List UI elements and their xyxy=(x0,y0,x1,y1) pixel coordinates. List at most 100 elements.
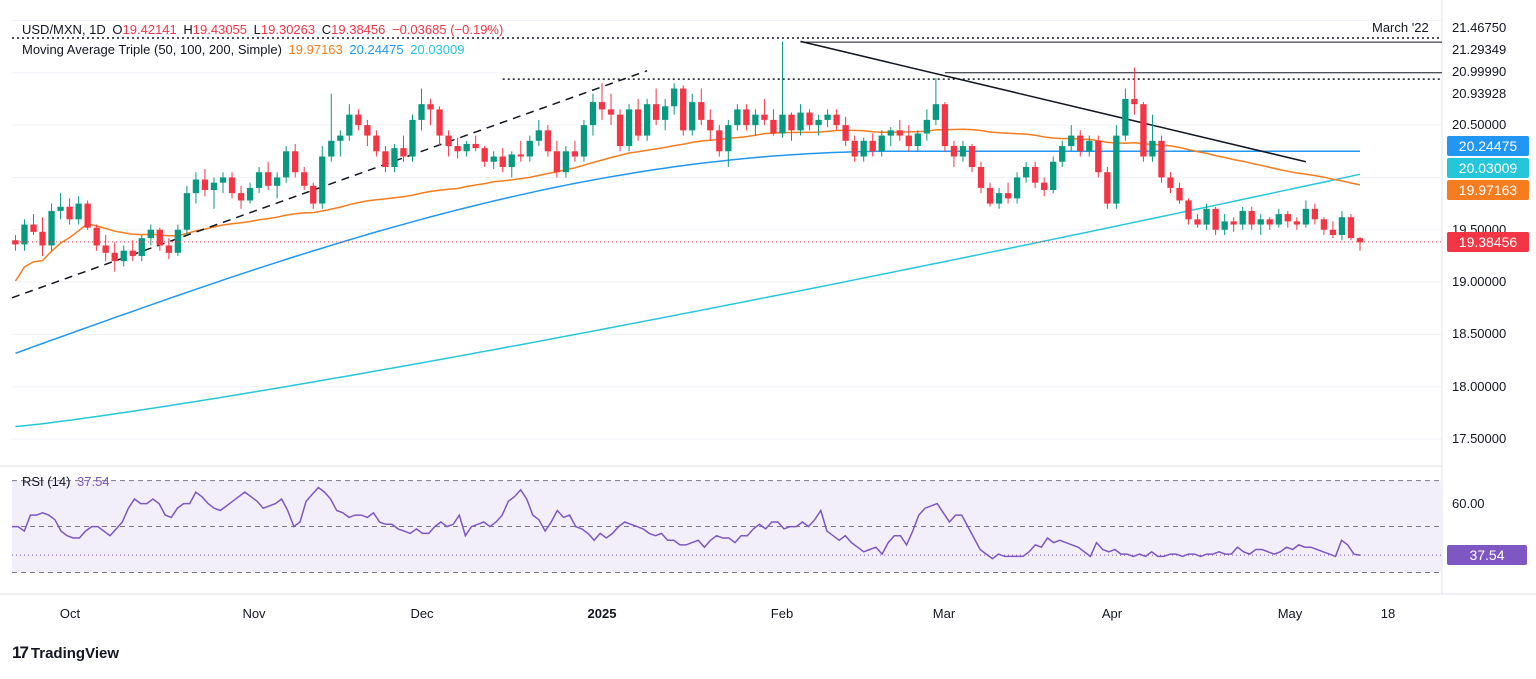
candle-body xyxy=(219,177,227,183)
candle-body xyxy=(580,125,588,157)
candle-body xyxy=(102,245,109,253)
candle-body xyxy=(454,146,461,152)
candle-body xyxy=(409,119,416,157)
candle-body xyxy=(1284,214,1291,222)
candle-body xyxy=(878,135,885,152)
candle-body xyxy=(788,114,795,131)
candle-body xyxy=(842,125,849,141)
candle-body xyxy=(165,245,173,253)
candle-body xyxy=(779,114,786,134)
candle-body xyxy=(1031,166,1039,183)
ohlc-legend: USD/MXN, 1D O19.42141 H19.43055 L19.3026… xyxy=(22,22,506,37)
brand-text: TradingView xyxy=(30,645,120,662)
candle-body xyxy=(1022,166,1030,178)
price-axis-label: 21.46750 xyxy=(1452,20,1507,35)
rsi-title[interactable]: RSI (14) xyxy=(22,474,71,489)
candle-body xyxy=(905,135,912,147)
time-axis-label: Oct xyxy=(59,606,81,621)
candle-body xyxy=(255,172,263,188)
candle-body xyxy=(156,229,163,246)
symbol-label[interactable]: USD/MXN, 1D xyxy=(22,22,106,37)
candle-body xyxy=(418,104,425,120)
candle-body xyxy=(1302,208,1310,225)
candle-body xyxy=(589,102,597,126)
candle-body xyxy=(147,229,154,239)
candle-body xyxy=(662,106,669,120)
candle-body xyxy=(553,151,561,173)
candle-body xyxy=(120,250,127,262)
time-axis-label: Mar xyxy=(932,606,956,621)
candle-body xyxy=(671,88,678,107)
candle-body xyxy=(391,148,398,167)
candle-body xyxy=(183,193,191,230)
candle-body xyxy=(562,151,570,173)
price-axis-label: 18.50000 xyxy=(1452,326,1507,342)
candle-body xyxy=(1194,219,1201,225)
rsi-axis-label: 60.00 xyxy=(1452,495,1485,511)
candle-body xyxy=(1122,98,1129,136)
price-axis-label: 19.00000 xyxy=(1452,274,1507,290)
candle-body xyxy=(725,125,732,152)
candle-body xyxy=(292,151,299,173)
candle-body xyxy=(273,177,281,186)
candle-body xyxy=(490,156,497,162)
candle-body xyxy=(1104,172,1111,204)
candle-body xyxy=(1293,221,1300,225)
candle-body xyxy=(941,104,949,147)
ma100-line xyxy=(15,150,1360,355)
time-axis-label: Apr xyxy=(1101,606,1123,621)
candle-body xyxy=(598,102,606,110)
candle-body xyxy=(932,104,940,120)
time-axis-label: Dec xyxy=(410,606,434,621)
top-note: March '22 xyxy=(1372,20,1429,35)
candle-body xyxy=(689,102,696,131)
candle-body xyxy=(1185,200,1192,220)
candle-body xyxy=(544,130,552,152)
candle-body xyxy=(319,156,326,204)
high-label: H xyxy=(183,22,193,37)
low-value: 19.30263 xyxy=(260,22,316,37)
candle-body xyxy=(328,140,335,157)
candle-body xyxy=(806,112,813,126)
rsi-line xyxy=(12,486,1361,560)
candle-body xyxy=(1221,221,1228,230)
ma200-line xyxy=(15,173,1361,428)
candle-body xyxy=(1068,135,1075,147)
candle-body xyxy=(301,172,308,186)
candle-body xyxy=(310,185,317,204)
rsi-axis-label: 37.54 xyxy=(1447,545,1527,566)
candle-body xyxy=(743,109,750,126)
candle-body xyxy=(48,210,55,246)
tradingview-logo[interactable]: 17 TradingView xyxy=(12,643,119,663)
candle-body xyxy=(39,231,46,246)
candle-body xyxy=(1131,98,1138,105)
candle-body xyxy=(607,109,615,115)
high-value: 19.43055 xyxy=(192,22,248,37)
candle-body xyxy=(887,130,894,136)
candle-body xyxy=(111,252,118,262)
price-axis-label: 20.50000 xyxy=(1452,117,1507,133)
ma-legend: Moving Average Triple (50, 100, 200, Sim… xyxy=(22,42,467,57)
candle-body xyxy=(571,151,579,157)
candle-body xyxy=(707,119,714,131)
candle-body xyxy=(174,229,182,253)
candle-body xyxy=(1004,193,1012,199)
candle-body xyxy=(138,238,145,256)
rsi-legend: RSI (14) 37.54 xyxy=(22,474,113,489)
candle-body xyxy=(1356,238,1364,243)
candle-body xyxy=(283,151,290,178)
ma50-line xyxy=(14,128,1361,282)
candle-body xyxy=(1041,182,1048,190)
candle-body xyxy=(508,154,515,167)
candle-body xyxy=(337,135,344,141)
candle-body xyxy=(968,146,976,167)
descending-trendline xyxy=(800,40,1307,163)
candle-body xyxy=(1167,177,1174,188)
ma-title[interactable]: Moving Average Triple (50, 100, 200, Sim… xyxy=(22,42,282,57)
candle-body xyxy=(66,206,73,220)
candle-body xyxy=(860,140,867,157)
candle-body xyxy=(427,104,434,110)
candle-body xyxy=(625,109,633,147)
time-axis-label: Feb xyxy=(770,606,794,621)
